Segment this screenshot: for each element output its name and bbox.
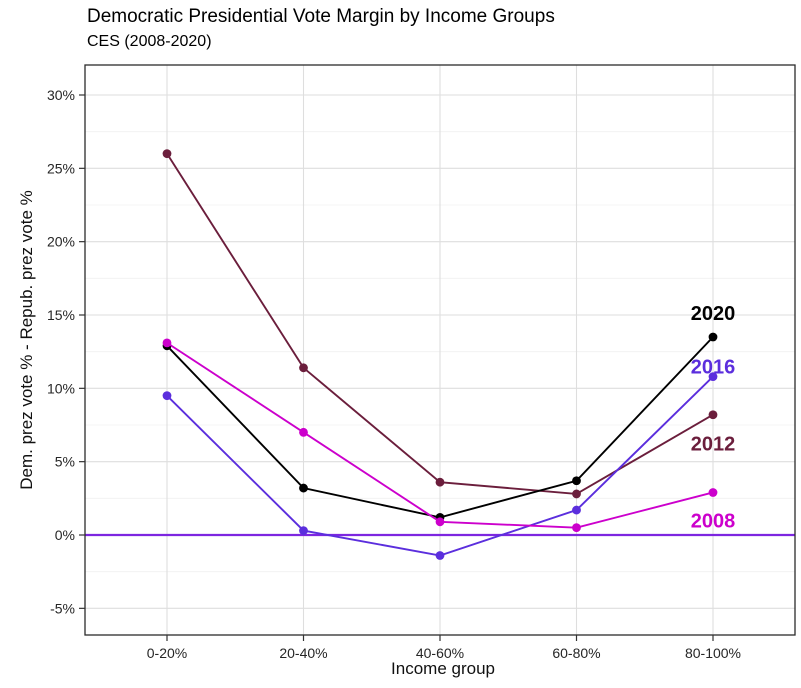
y-tick-label: -5%: [50, 600, 75, 616]
data-point-2016-3: [572, 505, 581, 515]
data-point-2008-0: [162, 338, 172, 348]
data-point-2020-1: [299, 483, 308, 493]
data-point-2012-1: [299, 363, 308, 373]
y-tick-label: 30%: [47, 87, 75, 103]
data-point-2008-4: [708, 488, 718, 497]
data-point-2008-2: [435, 517, 445, 527]
y-tick-label: 20%: [47, 234, 75, 250]
series-label-2008: 2008: [691, 510, 736, 532]
y-tick-label: 5%: [55, 454, 75, 470]
x-tick-label: 80-100%: [685, 645, 741, 661]
series-label-2020: 2020: [691, 303, 736, 325]
data-point-2012-4: [708, 410, 718, 420]
y-tick-label: 25%: [47, 160, 75, 176]
data-point-2016-1: [299, 526, 308, 535]
data-point-2012-3: [572, 489, 581, 499]
y-tick-label: 0%: [55, 527, 75, 543]
data-point-2016-4: [708, 372, 718, 381]
data-point-2012-0: [162, 149, 172, 159]
x-tick-label: 60-80%: [552, 645, 600, 661]
data-point-2008-3: [572, 523, 581, 533]
x-tick-label: 0-20%: [147, 645, 187, 661]
data-point-2020-4: [708, 332, 718, 342]
data-point-2016-0: [162, 391, 172, 401]
x-tick-label: 20-40%: [279, 645, 327, 661]
chart-subtitle: CES (2008-2020): [87, 33, 212, 50]
data-point-2012-2: [435, 477, 445, 487]
y-tick-label: 10%: [47, 380, 75, 396]
data-point-2020-3: [572, 476, 581, 486]
x-axis-title: Income group: [391, 659, 495, 678]
data-point-2008-1: [299, 427, 308, 437]
x-tick-label: 40-60%: [416, 645, 464, 661]
y-tick-label: 15%: [47, 307, 75, 323]
chart-title: Democratic Presidential Vote Margin by I…: [87, 6, 555, 27]
series-label-2012: 2012: [691, 434, 736, 456]
data-point-2016-2: [435, 551, 445, 560]
series-label-2016: 2016: [691, 357, 736, 379]
